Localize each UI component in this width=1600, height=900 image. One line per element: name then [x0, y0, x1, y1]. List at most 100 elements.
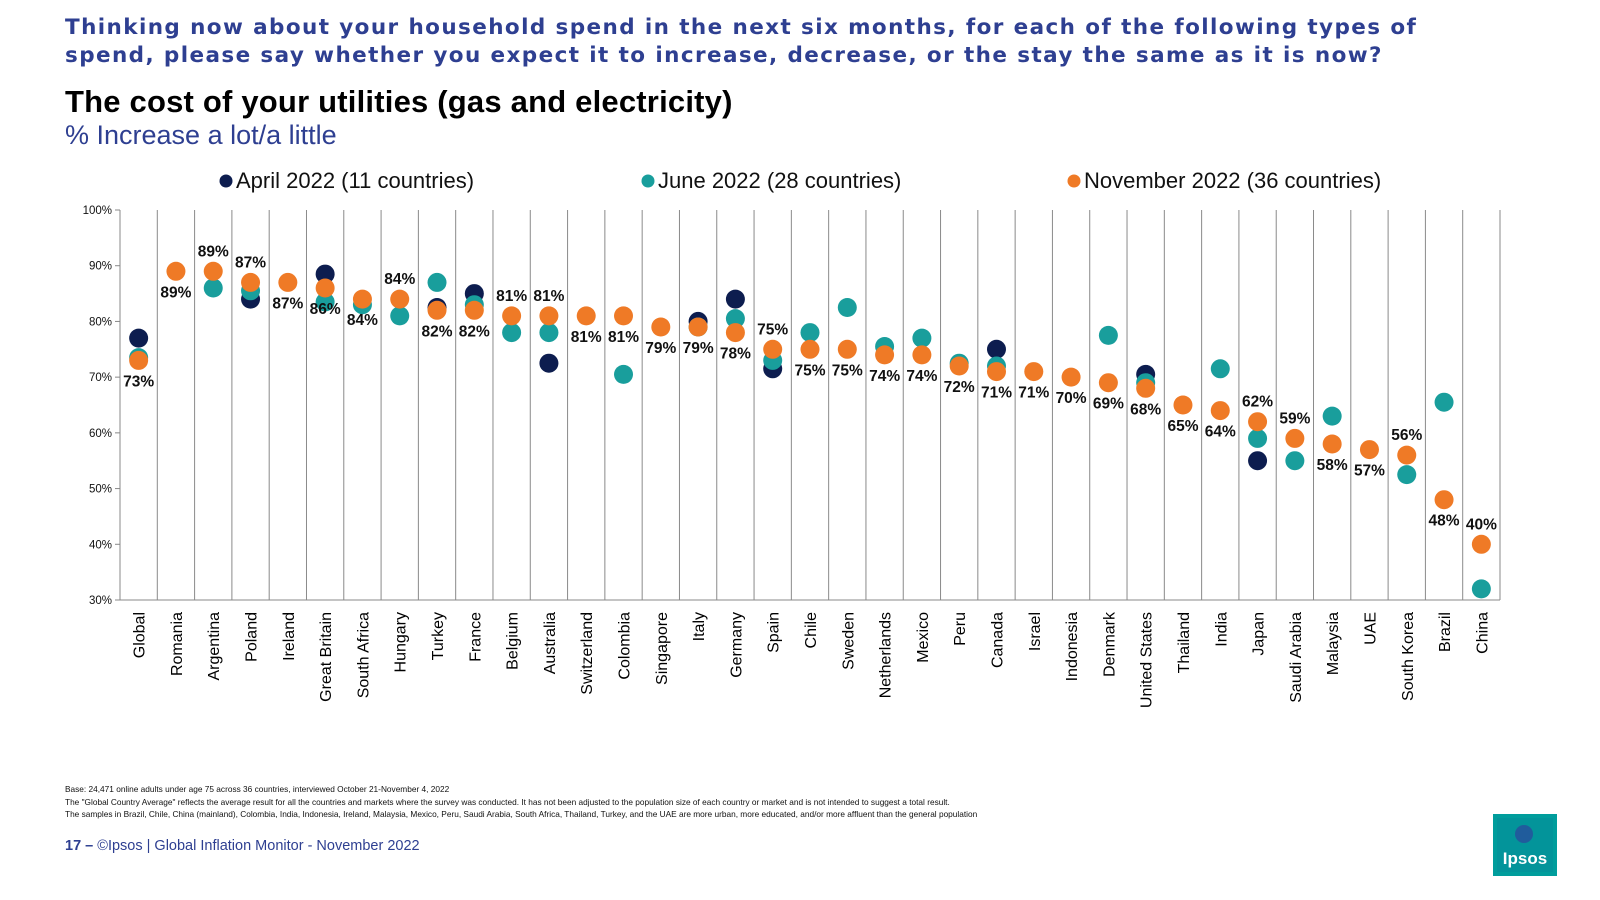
x-tick-label: Thailand: [1176, 612, 1193, 673]
data-label: 57%: [1354, 463, 1385, 480]
x-tick-label: India: [1213, 612, 1230, 647]
data-point-april: [1248, 451, 1268, 471]
data-point-november: [352, 289, 372, 309]
data-label: 72%: [944, 379, 975, 396]
data-label: 81%: [533, 288, 564, 305]
x-tick-label: Mexico: [915, 612, 932, 663]
data-label: 87%: [272, 295, 303, 312]
data-point-november: [986, 362, 1006, 382]
data-point-june: [1434, 392, 1454, 412]
x-tick-label: France: [467, 612, 484, 662]
x-tick-label: Sweden: [840, 612, 857, 670]
data-point-april: [986, 339, 1006, 359]
x-tick-label: Israel: [1027, 612, 1044, 651]
x-tick-label: Indonesia: [1064, 612, 1081, 681]
data-label: 74%: [906, 368, 937, 385]
data-point-june: [1248, 428, 1268, 448]
data-point-june: [502, 323, 522, 343]
data-label: 82%: [459, 323, 490, 340]
data-point-november: [539, 306, 559, 326]
data-point-november: [1322, 434, 1342, 454]
footnotes: Base: 24,471 online adults under age 75 …: [65, 783, 977, 821]
x-tick-label: Colombia: [617, 612, 634, 680]
x-tick-label: Turkey: [430, 612, 447, 660]
data-point-november: [800, 339, 820, 359]
data-label: 82%: [422, 323, 453, 340]
data-point-june: [315, 292, 335, 312]
x-tick-label: Ireland: [281, 612, 298, 661]
data-label: 68%: [1130, 401, 1161, 418]
data-point-june: [837, 298, 857, 317]
data-label: 58%: [1317, 457, 1348, 474]
y-tick-label: 90%: [89, 261, 112, 273]
x-tick-label: Malaysia: [1325, 612, 1342, 675]
data-point-november: [241, 272, 261, 292]
footnote-global-average: The "Global Country Average" reflects th…: [65, 796, 950, 807]
x-tick-label: Poland: [244, 612, 261, 662]
y-tick-label: 40%: [89, 539, 112, 551]
x-tick-label: Hungary: [393, 612, 410, 672]
data-point-november: [688, 317, 708, 337]
data-label: 75%: [794, 362, 825, 379]
page-number: 17 –: [65, 838, 94, 854]
x-tick-label: United States: [1139, 612, 1156, 708]
data-point-november: [502, 306, 522, 326]
data-label: 75%: [832, 362, 863, 379]
data-label: 64%: [1205, 424, 1236, 441]
legend-label: November 2022 (36 countries): [1084, 168, 1381, 193]
data-point-november: [1285, 428, 1305, 448]
data-point-june: [1285, 451, 1305, 471]
data-point-june: [1210, 359, 1230, 379]
data-point-november: [837, 339, 857, 359]
data-point-november: [315, 278, 335, 298]
x-tick-label: Japan: [1251, 612, 1268, 656]
data-point-june: [614, 364, 634, 384]
data-point-june: [203, 278, 223, 298]
data-label: 74%: [869, 368, 900, 385]
x-tick-label: Germany: [728, 612, 745, 678]
legend-label: April 2022 (11 countries): [236, 168, 474, 193]
copyright-text: ©Ipsos | Global Inflation Monitor - Nove…: [97, 838, 420, 854]
svg-text:Ipsos: Ipsos: [1503, 849, 1547, 868]
footnote-samples: The samples in Brazil, Chile, China (mai…: [65, 809, 978, 820]
data-point-june: [427, 272, 447, 292]
data-label: 89%: [160, 284, 191, 301]
data-label: 48%: [1429, 513, 1460, 530]
data-label: 78%: [720, 346, 751, 363]
data-label: 81%: [608, 329, 639, 346]
page-title: The cost of your utilities (gas and elec…: [65, 84, 733, 119]
data-point-november: [949, 356, 969, 376]
data-point-november: [390, 289, 410, 309]
data-point-november: [725, 323, 745, 343]
data-label: 86%: [310, 301, 341, 318]
data-point-november: [1098, 373, 1118, 393]
data-point-november: [1061, 367, 1081, 387]
data-point-november: [763, 339, 783, 359]
data-point-april: [129, 328, 149, 348]
data-point-november: [1434, 490, 1454, 510]
data-label: 59%: [1279, 410, 1310, 427]
data-point-november: [1248, 412, 1268, 432]
data-label: 73%: [123, 373, 154, 390]
data-point-june: [725, 309, 745, 329]
data-point-june: [1322, 406, 1342, 426]
data-label: 89%: [198, 243, 229, 260]
data-point-november: [651, 317, 671, 337]
x-tick-label: China: [1474, 612, 1491, 654]
x-tick-label: South Africa: [355, 612, 372, 698]
data-point-november: [427, 300, 447, 320]
data-point-november: [1397, 445, 1417, 465]
x-tick-label: Saudi Arabia: [1288, 612, 1305, 703]
data-label: 65%: [1167, 418, 1198, 435]
page-subtitle: % Increase a lot/a little: [65, 120, 337, 150]
data-label: 79%: [645, 340, 676, 357]
data-label: 84%: [384, 271, 415, 288]
data-point-november: [1471, 534, 1491, 554]
y-tick-label: 60%: [89, 428, 112, 440]
x-tick-label: South Korea: [1400, 612, 1417, 701]
x-tick-label: Great Britain: [318, 612, 335, 702]
data-label: 81%: [496, 288, 527, 305]
x-tick-label: Global: [132, 612, 149, 658]
x-tick-label: Italy: [691, 612, 708, 641]
ipsos-logo: Ipsos: [1493, 814, 1557, 876]
